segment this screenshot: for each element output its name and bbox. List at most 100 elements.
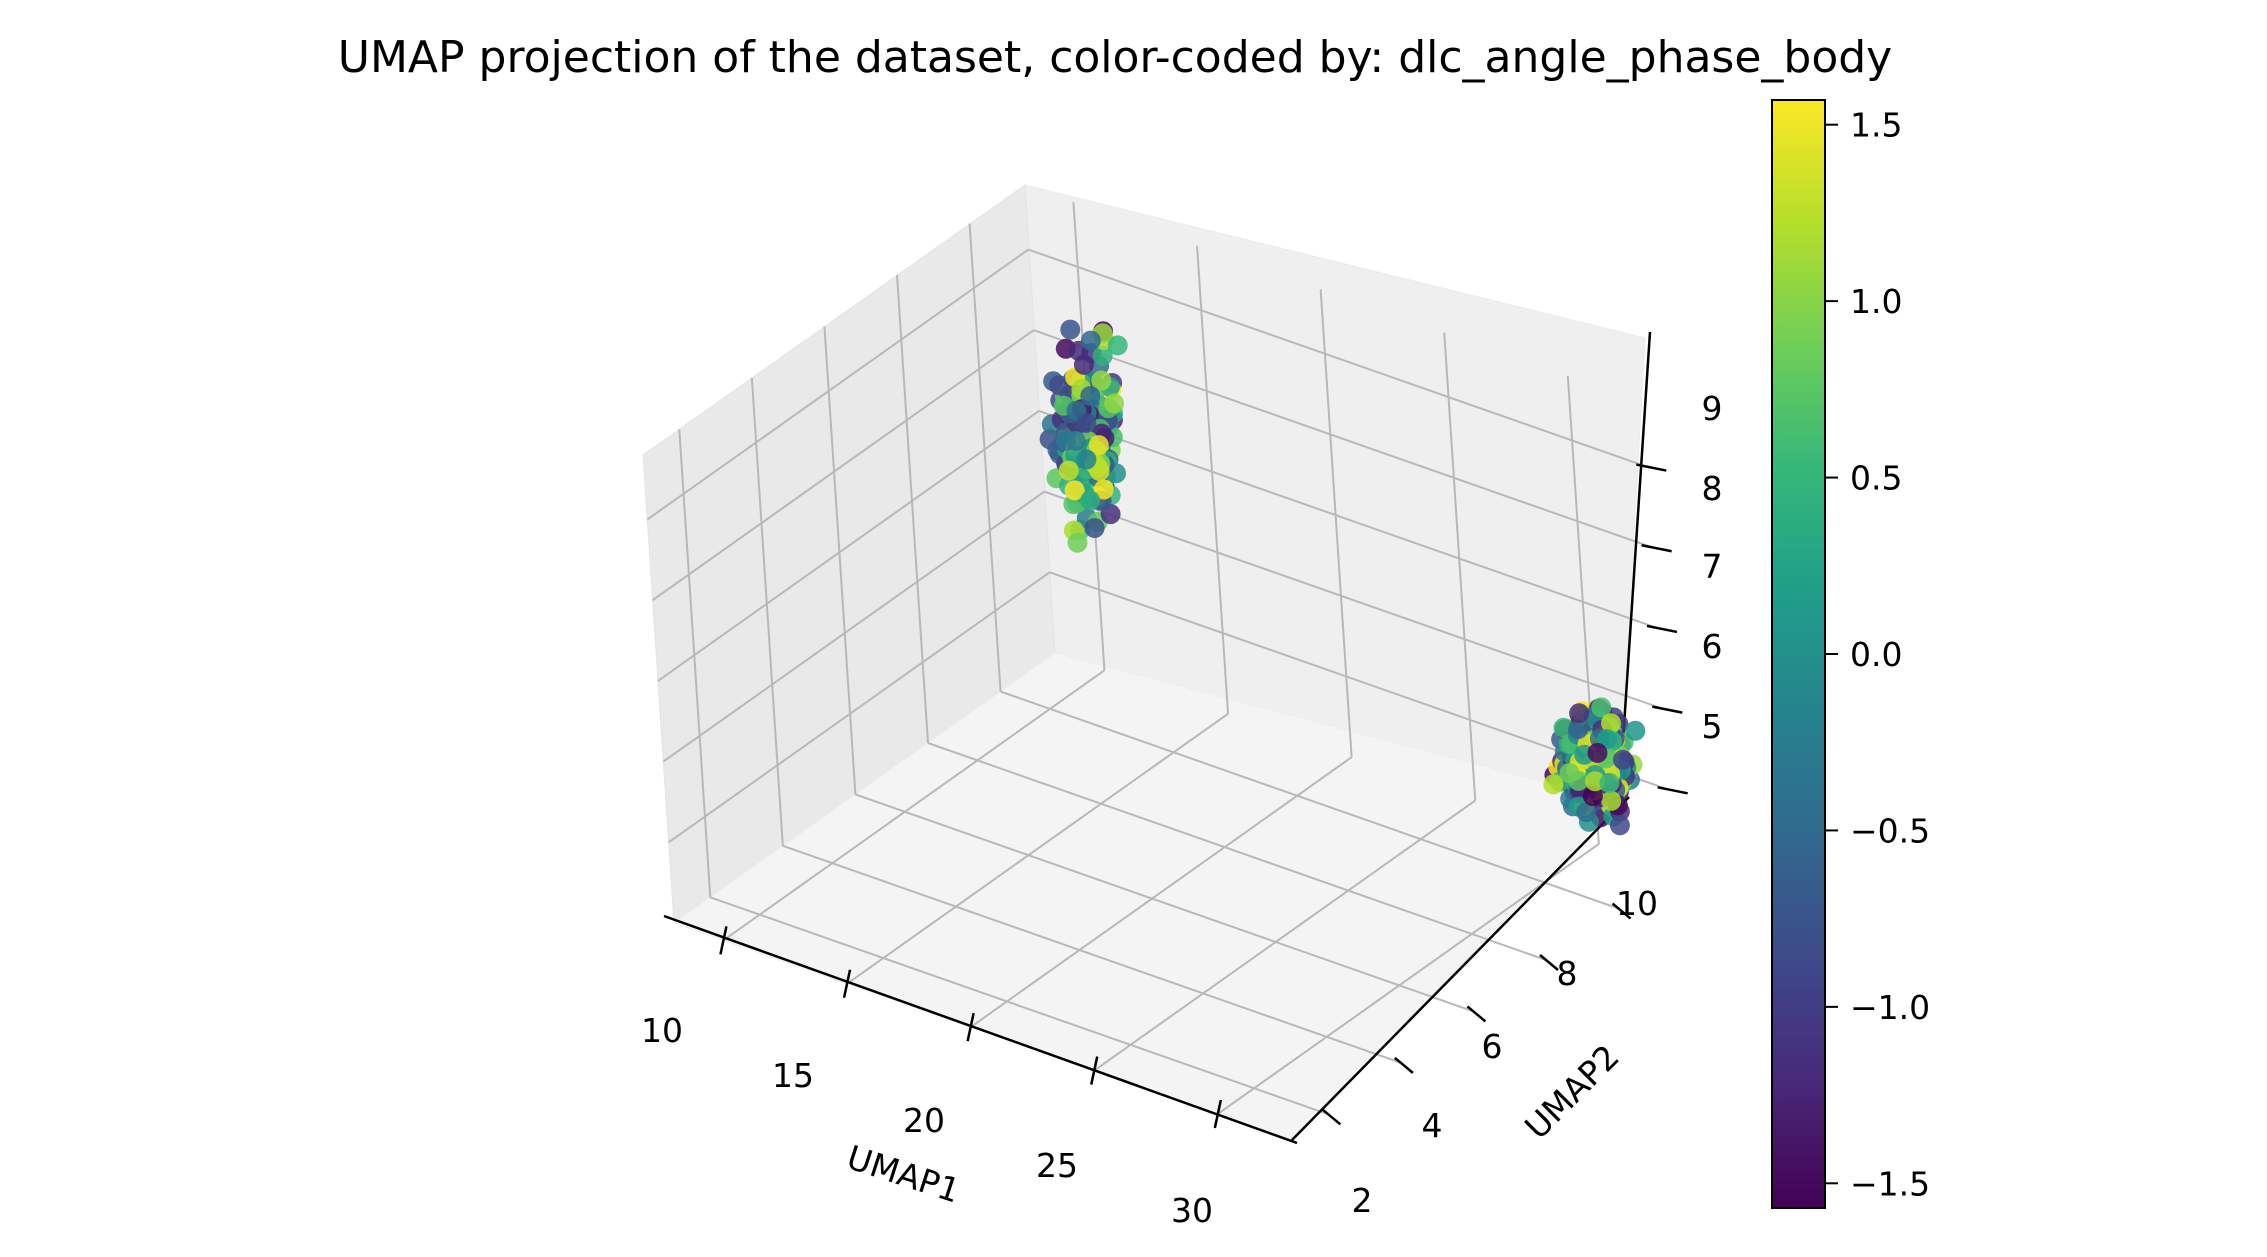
grid-line [927,742,1547,961]
scatter-point [1613,749,1633,770]
z-tick-label: 9 [1702,389,1723,428]
grid-line [1093,799,1476,1072]
y-tick-labels: 2 4 6 8 10 [1352,884,1659,1220]
scatter-point [1092,345,1113,366]
scatter-point [1093,479,1114,500]
y-tick-label: 2 [1352,1181,1373,1220]
scatter-point [1065,430,1086,451]
grid-line [1000,690,1619,910]
scatter-point [1107,335,1128,356]
scatter-point [1601,790,1622,811]
scatter-point [1601,713,1621,734]
y-tick-label: 10 [1616,884,1658,923]
axes-panes [642,184,1646,1141]
z-tick-labels: 5 6 7 8 9 [1702,389,1723,746]
scatter-point [1076,449,1097,470]
scatter-point [1091,370,1112,391]
y-tick-label: 8 [1557,954,1578,993]
grid-line [750,377,784,846]
grid-line [970,756,1353,1028]
grid-line [1217,843,1600,1115]
grid-line [1196,245,1230,714]
z-tick-label: 6 [1702,627,1723,666]
scatter-point [1559,763,1580,784]
scatter-point [1568,719,1589,740]
y-axis-label: UMAP2 [1517,1037,1627,1147]
grid-line [652,329,1035,602]
axis-line [842,969,852,999]
axis-line [1636,463,1667,472]
scatter-point [1060,319,1081,340]
axis-line [1539,954,1559,971]
scatter-point [1080,330,1101,351]
chart-title: UMAP projection of the dataset, color-co… [338,32,1892,83]
x-tick-labels: 10 15 20 25 30 [641,1011,1213,1230]
grid-line [1027,248,1647,468]
axis-line [1652,705,1683,714]
scatter-point [1080,386,1101,406]
colorbar: 1.5 1.0 0.5 0.0 −0.5 −1.0 −1.5 [1771,99,1930,1209]
grid-line [1038,409,1658,629]
scatter-point [1582,786,1603,807]
z-tick-label: 8 [1702,469,1723,508]
x-tick-label: 20 [903,1101,945,1140]
grid-line [823,326,857,795]
scatter-point [1591,697,1612,718]
axis-line [1466,1005,1487,1023]
axis-line [1641,544,1672,553]
grid-line [646,248,1029,521]
grid-line [855,793,1474,1013]
axis-line [966,1012,975,1042]
scatter-point [1080,490,1101,511]
scatter-point [1576,802,1597,823]
scatter-point [1064,480,1085,501]
grid-lines [646,202,1668,1116]
grid-line [722,669,1106,942]
z-tick-label: 5 [1702,707,1723,746]
grid-line [709,896,1329,1116]
axis-line [1291,796,1630,1141]
scatter-point [1088,435,1109,456]
y-tick-label: 4 [1422,1106,1443,1145]
axis-line [663,914,1298,1145]
x-axis-label: UMAP1 [842,1138,964,1211]
axis-line [1213,1099,1223,1129]
grid-line [1033,329,1652,549]
axis-line [1321,1108,1342,1126]
grid-line [678,429,712,898]
scatter-point [1104,393,1125,414]
colorbar-tick-label: 1.0 [1850,282,1902,321]
scatter-point [1084,518,1105,538]
x-tick-label: 10 [641,1011,683,1050]
grid-line [846,712,1229,985]
colorbar-tick-label: 1.5 [1850,106,1902,145]
colorbar-tick-label: −1.5 [1850,1164,1930,1203]
scatter-point [1569,703,1590,724]
scatter-points [1039,319,1646,836]
scatter-point [1609,815,1630,836]
x-tick-label: 15 [772,1056,814,1095]
colorbar-tick-label: 0.0 [1850,635,1902,674]
scatter-point [1599,772,1620,793]
axis-line [1657,786,1688,795]
scatter-point [1073,354,1094,375]
scatter-point [1076,412,1097,433]
grid-line [1043,490,1663,710]
axis-line [1090,1056,1099,1085]
grid-line [668,571,1051,844]
colorbar-gradient [1771,99,1826,1209]
grid-line [1319,289,1353,758]
grid-line [657,410,1040,682]
grid-line [782,844,1402,1064]
z-tick-label: 7 [1702,547,1723,586]
scatter-point [1587,742,1608,763]
scatter-point [1058,460,1079,481]
x-tick-label: 30 [1171,1191,1213,1230]
scatter-point [1067,532,1088,553]
grid-line [1443,332,1477,801]
grid-line [662,490,1045,763]
colorbar-tick-label: −0.5 [1850,811,1930,850]
grid-line [896,274,929,744]
colorbar-ticks: 1.5 1.0 0.5 0.0 −0.5 −1.0 −1.5 [1825,106,1930,1203]
